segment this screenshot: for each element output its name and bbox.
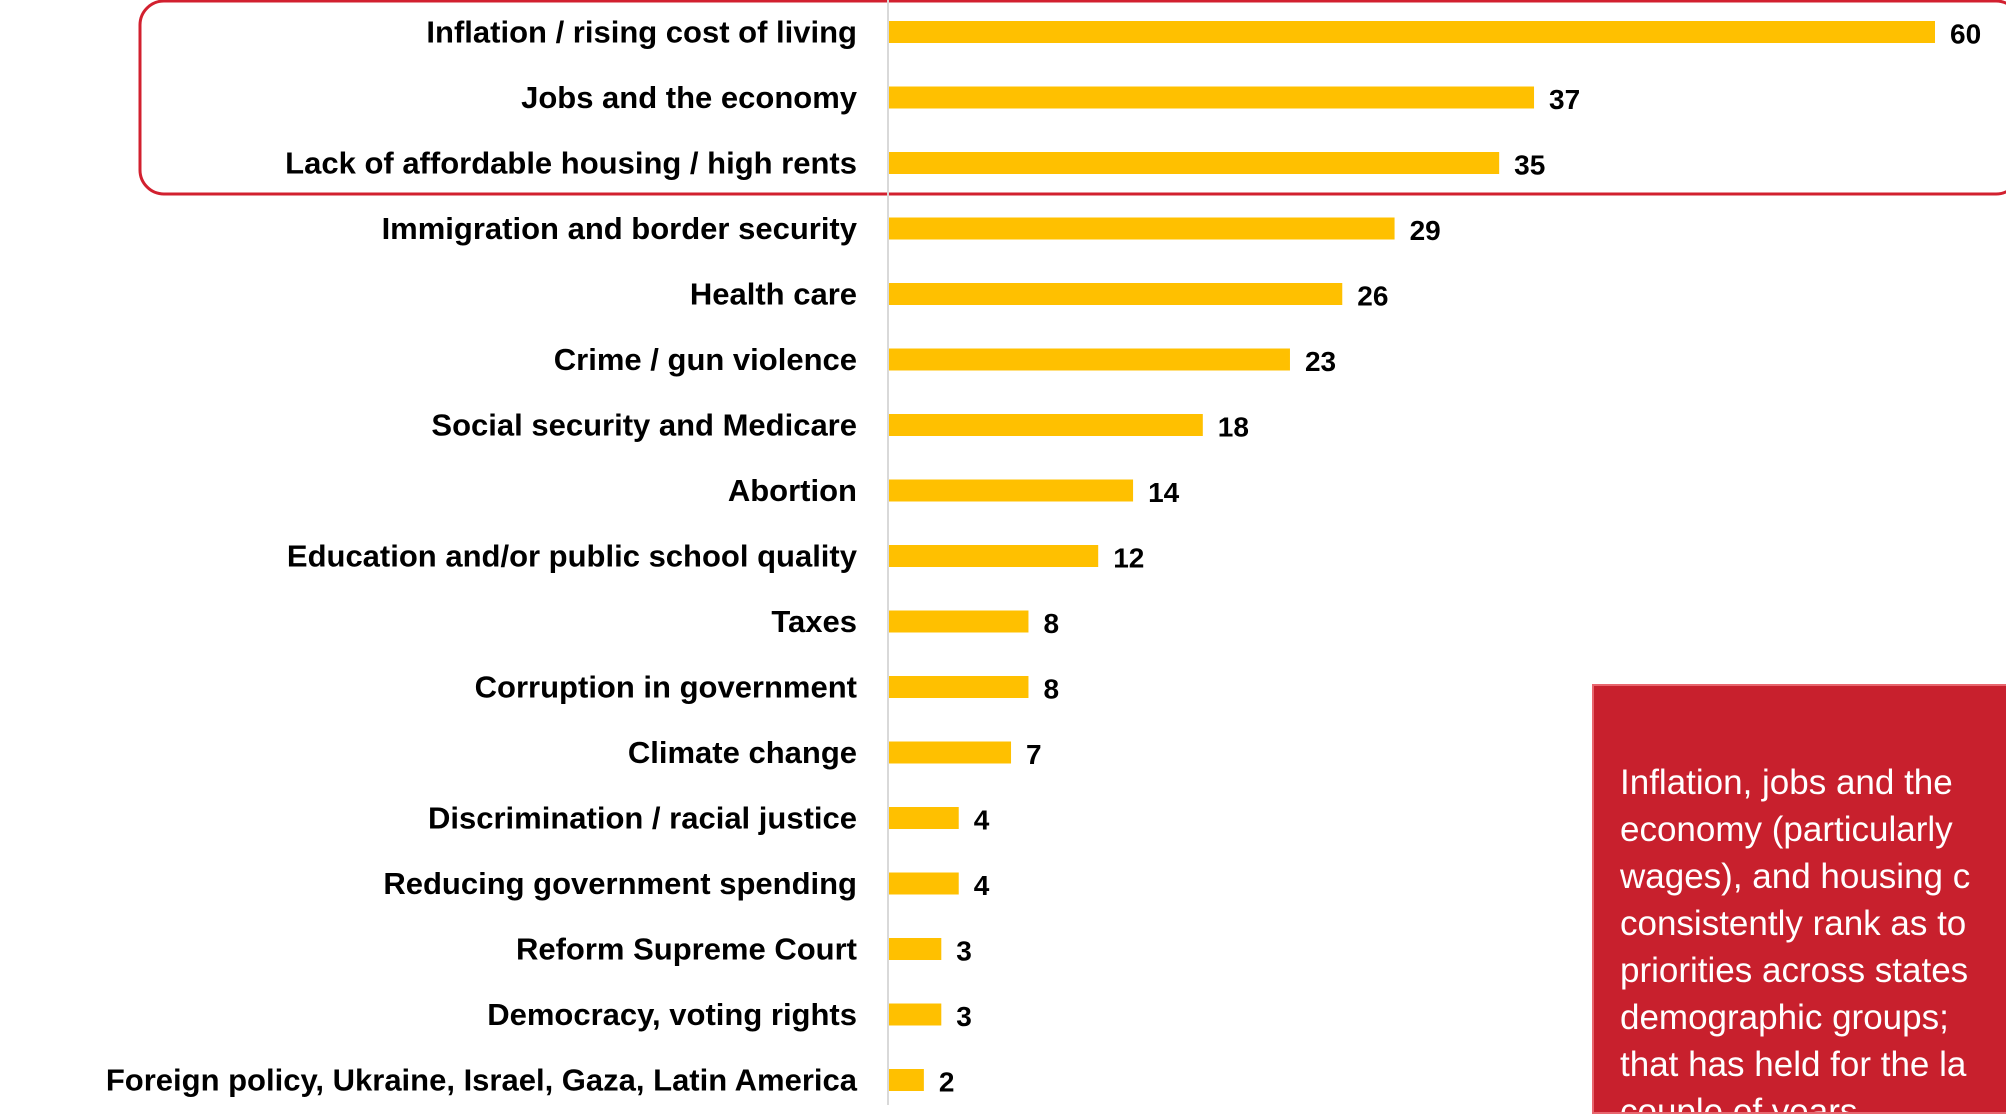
value-label: 3 [956, 936, 972, 967]
category-label: Democracy, voting rights [487, 997, 857, 1032]
value-label: 60 [1950, 19, 1981, 50]
bar [889, 1069, 924, 1091]
category-label: Social security and Medicare [431, 408, 857, 443]
value-label: 23 [1305, 346, 1336, 377]
bars-group [889, 21, 1935, 1091]
value-label: 4 [974, 805, 990, 836]
bar [889, 283, 1343, 305]
category-label: Education and/or public school quality [287, 539, 858, 574]
category-labels-group: Inflation / rising cost of living Jobs an… [106, 15, 858, 1098]
value-label: 12 [1113, 543, 1144, 574]
value-label: 14 [1148, 477, 1180, 508]
category-label: Foreign policy, Ukraine, Israel, Gaza, L… [106, 1063, 858, 1098]
value-label: 26 [1357, 281, 1388, 312]
category-label: Climate change [628, 735, 857, 770]
category-label: Health care [690, 277, 857, 312]
bar [889, 741, 1012, 764]
category-label: Abortion [728, 473, 857, 508]
callout-box: Inflation, jobs and the economy (particu… [1592, 684, 2006, 1114]
category-label: Discrimination / racial justice [428, 801, 857, 836]
value-label: 3 [956, 1001, 972, 1032]
bar [889, 21, 1935, 43]
value-label: 29 [1410, 215, 1441, 246]
bar [889, 1003, 942, 1026]
bar [889, 414, 1203, 436]
value-label: 8 [1043, 674, 1059, 705]
highlight-frame [138, 0, 2006, 196]
bar [889, 152, 1500, 174]
category-label: Reform Supreme Court [516, 932, 857, 967]
callout-text: Inflation, jobs and the economy (particu… [1620, 763, 1971, 1114]
value-labels-group: 60 37 35 29 26 23 18 14 12 8 8 7 4 4 3 3 2 [939, 19, 1981, 1098]
value-label: 8 [1043, 608, 1059, 639]
bar [889, 807, 959, 829]
bar [889, 86, 1535, 109]
category-label: Immigration and border security [382, 211, 858, 246]
bar [889, 872, 959, 895]
category-label: Taxes [771, 604, 857, 639]
bar [889, 545, 1099, 567]
bar [889, 479, 1134, 502]
bar [889, 610, 1029, 633]
value-label: 18 [1218, 412, 1249, 443]
category-label: Inflation / rising cost of living [426, 15, 857, 50]
value-label: 4 [974, 870, 990, 901]
category-label: Reducing government spending [383, 866, 857, 901]
bar [889, 938, 942, 960]
value-label: 37 [1549, 84, 1580, 115]
category-label: Crime / gun violence [554, 342, 857, 377]
category-label: Jobs and the economy [521, 80, 858, 115]
category-label: Lack of affordable housing / high rents [285, 146, 857, 181]
value-label: 7 [1026, 739, 1042, 770]
value-label: 35 [1514, 150, 1545, 181]
bar [889, 217, 1395, 240]
category-label: Corruption in government [475, 670, 857, 705]
value-label: 2 [939, 1067, 955, 1098]
bar [889, 348, 1290, 371]
bar [889, 676, 1029, 698]
